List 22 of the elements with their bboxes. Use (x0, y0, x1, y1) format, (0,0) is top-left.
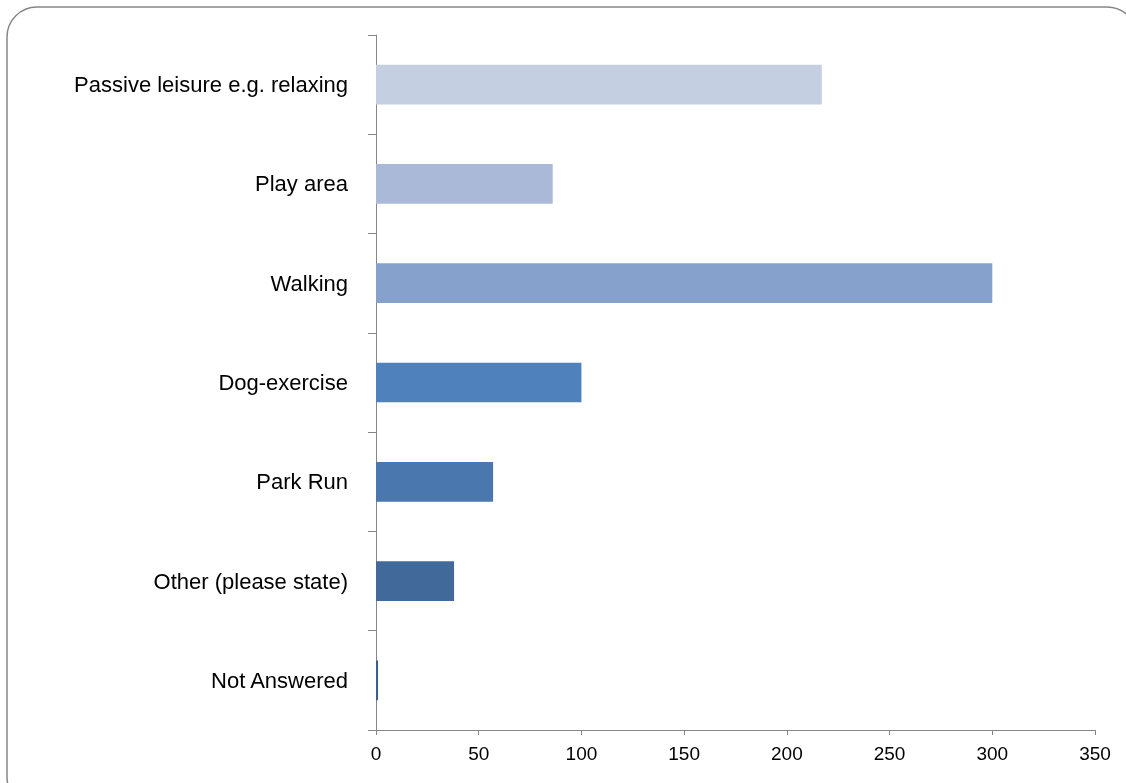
x-tick-label: 100 (565, 743, 598, 764)
bar (376, 461, 494, 502)
x-tick-label: 350 (1079, 743, 1111, 764)
y-tick-label: Not Answered (211, 667, 348, 693)
x-tick-label: 150 (668, 743, 700, 764)
x-tick-label: 200 (771, 743, 803, 764)
bar (376, 362, 582, 403)
bar (376, 263, 993, 304)
bar (376, 660, 379, 701)
y-tick-label: Walking (270, 270, 348, 296)
y-tick-label: Passive leisure e.g. relaxing (74, 72, 348, 98)
y-tick-label: Play area (255, 171, 349, 197)
y-tick-label: Dog-exercise (218, 370, 348, 395)
x-tick-label: 250 (873, 743, 906, 764)
bar (376, 64, 822, 105)
bar (376, 164, 553, 204)
x-tick-label: 0 (370, 743, 382, 764)
x-tick-label: 50 (468, 743, 490, 764)
y-tick-label: Other (please state) (153, 568, 348, 594)
bar (376, 561, 455, 601)
y-tick-label: Park Run (256, 469, 348, 495)
x-tick-label: 300 (976, 743, 1009, 764)
